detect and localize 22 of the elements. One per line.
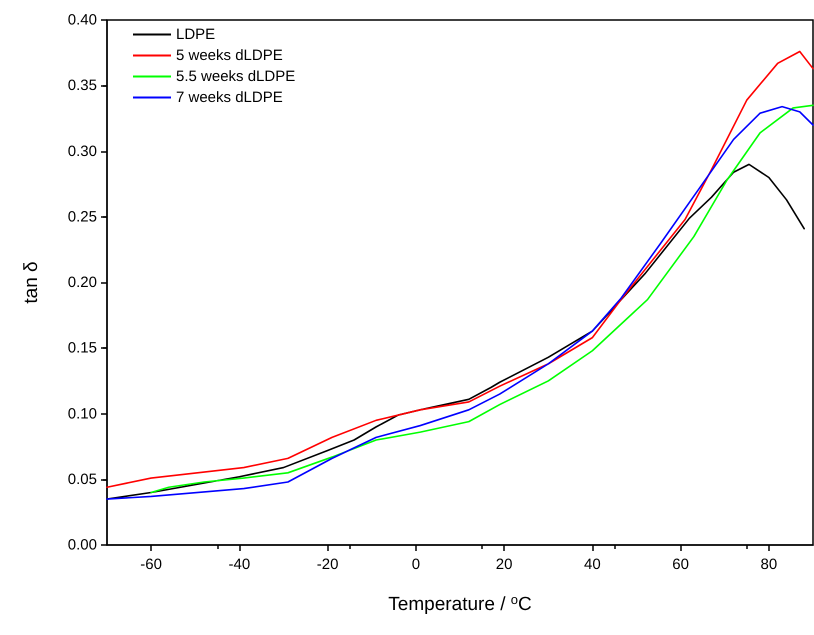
x-tick-label: -60 [140, 556, 162, 573]
y-tick-label: 0.05 [68, 470, 97, 488]
y-tick-label: 0.25 [68, 208, 97, 226]
x-tick-label: 60 [672, 556, 689, 573]
y-tick-label: 0.35 [68, 77, 97, 94]
x-tick-label: 40 [584, 556, 601, 573]
y-tick-label: 0.00 [68, 536, 97, 554]
x-tick-label: 80 [760, 556, 778, 573]
y-tick-label: 0.10 [68, 405, 97, 422]
x-tick-label: 0 [412, 556, 420, 573]
x-tick-label: 20 [496, 556, 512, 573]
x-tick-label: -40 [228, 556, 250, 573]
legend-label: 5.5 weeks dLDPE [176, 68, 296, 85]
y-tick-label: 0.15 [68, 340, 97, 357]
y-tick-label: 0.40 [68, 12, 97, 28]
legend-label: 7 weeks dLDPE [176, 89, 283, 106]
legend-label: 5 weeks dLDPE [176, 47, 283, 64]
y-tick-label: 0.30 [68, 142, 97, 160]
x-tick-label: -20 [316, 556, 338, 573]
y-tick-label: 0.20 [68, 274, 97, 291]
y-axis-title: tan δ [21, 261, 42, 304]
legend-label: LDPE [176, 26, 216, 43]
